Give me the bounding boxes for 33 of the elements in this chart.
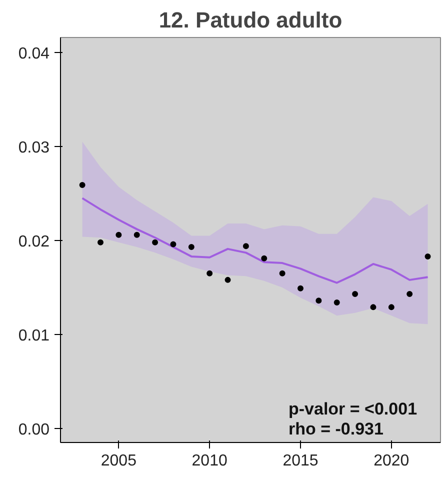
y-tick-label: 0.03 — [18, 140, 50, 156]
point — [406, 291, 413, 298]
point — [352, 291, 358, 298]
x-tick-label: 2020 — [374, 452, 410, 470]
chart-title: 12. Patudo adulto — [158, 8, 342, 32]
annotation: rho = -0.931 — [288, 419, 384, 438]
point — [98, 239, 104, 246]
point — [188, 244, 194, 250]
point — [206, 270, 213, 276]
point — [334, 299, 340, 306]
annotation: p-valor = <0.001 — [288, 400, 418, 419]
point — [152, 239, 158, 246]
y-tick-label: 0.01 — [18, 327, 50, 344]
point — [424, 253, 431, 260]
point — [261, 255, 268, 262]
y-tick-label: 0.02 — [18, 233, 50, 250]
point — [279, 270, 286, 276]
point — [242, 243, 249, 250]
point — [370, 304, 376, 310]
x-tick-label: 2005 — [100, 452, 137, 470]
point — [79, 182, 86, 188]
point — [134, 232, 140, 238]
x-tick-label: 2015 — [282, 452, 318, 470]
point — [316, 298, 322, 304]
x-tick-label: 2010 — [192, 452, 228, 470]
point — [224, 276, 231, 283]
y-tick-label: 0.04 — [18, 46, 50, 63]
y-tick-label: 0.00 — [18, 421, 50, 438]
point — [298, 285, 304, 292]
point — [170, 241, 176, 248]
point — [116, 232, 122, 238]
point — [388, 304, 394, 310]
line-series — [81, 197, 429, 284]
